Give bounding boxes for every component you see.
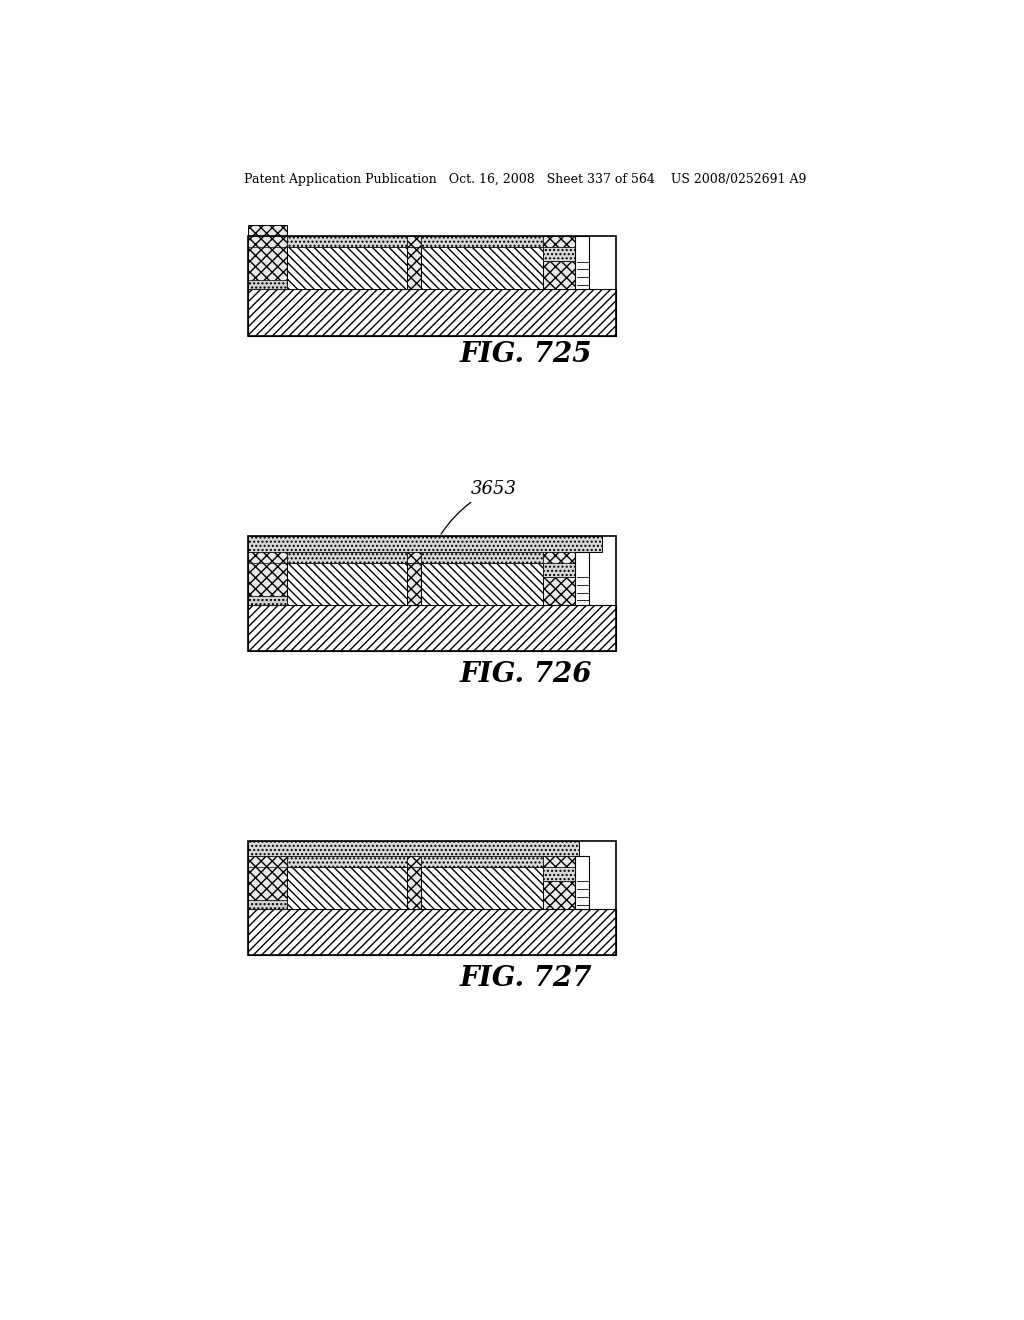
Bar	[287, 867, 407, 909]
Bar	[248, 536, 602, 552]
Bar	[407, 552, 421, 562]
Bar	[543, 552, 575, 562]
Bar	[407, 247, 421, 289]
Bar	[421, 236, 543, 247]
Bar	[407, 236, 421, 247]
Bar	[248, 857, 287, 909]
Bar	[248, 841, 616, 956]
Bar	[248, 900, 287, 909]
Bar	[248, 236, 616, 335]
Bar	[543, 562, 575, 577]
Bar	[543, 857, 575, 867]
Bar	[287, 247, 407, 289]
Bar	[575, 857, 589, 909]
Bar	[421, 857, 543, 867]
Text: FIG. 726: FIG. 726	[460, 661, 592, 688]
Bar	[421, 867, 543, 909]
Bar	[248, 595, 287, 605]
Bar	[248, 841, 579, 956]
Bar	[407, 562, 421, 605]
Bar	[248, 536, 616, 651]
Bar	[248, 552, 287, 562]
Text: Patent Application Publication   Oct. 16, 2008   Sheet 337 of 564    US 2008/025: Patent Application Publication Oct. 16, …	[244, 173, 806, 186]
Bar	[248, 226, 287, 289]
Bar	[248, 857, 287, 867]
Bar	[248, 552, 287, 605]
Bar	[543, 236, 575, 247]
Bar	[248, 236, 287, 247]
Bar	[421, 552, 543, 562]
Bar	[543, 247, 575, 261]
Bar	[287, 857, 407, 867]
Bar	[543, 261, 575, 289]
Bar	[543, 880, 575, 909]
Text: FIG. 725: FIG. 725	[460, 342, 592, 368]
Text: 3653: 3653	[441, 480, 516, 535]
Bar	[407, 867, 421, 909]
Bar	[248, 280, 287, 289]
Bar	[248, 841, 579, 857]
Bar	[287, 236, 407, 247]
Bar	[248, 289, 616, 335]
Bar	[248, 605, 616, 651]
Bar	[287, 552, 407, 562]
Bar	[575, 552, 589, 605]
Text: FIG. 727: FIG. 727	[460, 965, 592, 991]
Bar	[421, 247, 543, 289]
Bar	[287, 562, 407, 605]
Bar	[248, 909, 616, 956]
Bar	[543, 867, 575, 880]
Bar	[543, 577, 575, 605]
Bar	[407, 857, 421, 867]
Bar	[421, 562, 543, 605]
Bar	[575, 236, 589, 289]
